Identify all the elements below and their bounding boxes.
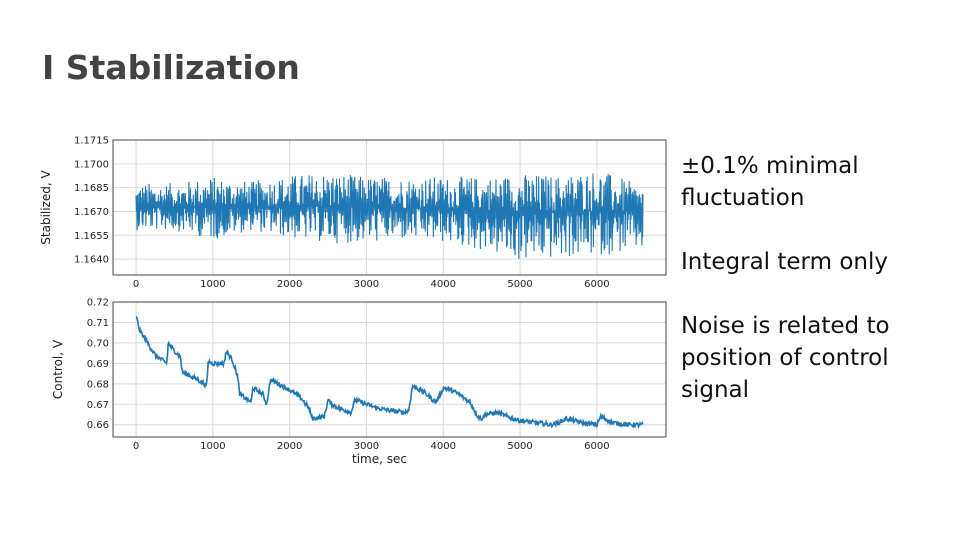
stabilized-ytick-label: 1.1640 bbox=[74, 255, 109, 266]
stabilized-ytick-label: 1.1700 bbox=[74, 159, 109, 170]
control-plot-area bbox=[113, 302, 666, 437]
stabilization-charts: 0 1000 2000 3000 4000 5000 6000 1.1640 1.1655 1.1… bbox=[39, 136, 667, 466]
stabilized-ytick-label: 1.1715 bbox=[74, 136, 109, 147]
stabilized-ylabel: Stabilized, V bbox=[39, 169, 53, 244]
control-ytick-label: 0.72 bbox=[87, 298, 109, 309]
stabilized-xtick-label: 4000 bbox=[431, 279, 456, 290]
control-xlabel: time, sec bbox=[352, 452, 407, 466]
control-xtick-label: 5000 bbox=[507, 441, 532, 452]
stabilized-xtick-label: 5000 bbox=[507, 279, 532, 290]
stabilized-plot-frame bbox=[112, 139, 667, 276]
control-ytick-label: 0.71 bbox=[87, 318, 109, 329]
control-xtick-label: 2000 bbox=[277, 441, 302, 452]
control-xtick-label: 3000 bbox=[354, 441, 379, 452]
stabilized-xtick-label: 0 bbox=[133, 279, 139, 290]
control-series-line bbox=[135, 316, 644, 430]
note-integral: Integral term only bbox=[681, 249, 888, 275]
slide-title: I Stabilization bbox=[42, 48, 300, 87]
control-xtick-label: 1000 bbox=[200, 441, 225, 452]
control-xtick-label: 6000 bbox=[584, 441, 609, 452]
stabilized-ytick-label: 1.1685 bbox=[74, 183, 109, 194]
note-fluctuation: ±0.1% minimal fluctuation bbox=[681, 153, 859, 211]
control-xtick-label: 0 bbox=[133, 441, 139, 452]
stabilized-xtick-label: 1000 bbox=[200, 279, 225, 290]
control-plot-frame bbox=[112, 301, 667, 438]
note-noise: Noise is related to position of control … bbox=[681, 313, 890, 403]
control-ytick-label: 0.68 bbox=[87, 379, 109, 390]
control-ytick-label: 0.70 bbox=[87, 338, 109, 349]
control-xtick-label: 4000 bbox=[431, 441, 456, 452]
stabilized-ytick-label: 1.1670 bbox=[74, 207, 109, 218]
control-ytick-label: 0.66 bbox=[87, 420, 109, 431]
stabilized-xtick-label: 3000 bbox=[354, 279, 379, 290]
control-ytick-label: 0.67 bbox=[87, 400, 109, 411]
control-ytick-label: 0.69 bbox=[87, 359, 109, 370]
control-ylabel: Control, V bbox=[51, 339, 65, 399]
slide-notes: ±0.1% minimal fluctuation Integral term … bbox=[681, 150, 951, 438]
stabilized-xtick-label: 2000 bbox=[277, 279, 302, 290]
stabilized-xtick-label: 6000 bbox=[584, 279, 609, 290]
stabilized-ytick-label: 1.1655 bbox=[74, 231, 109, 242]
stabilized-series-line bbox=[135, 173, 644, 259]
